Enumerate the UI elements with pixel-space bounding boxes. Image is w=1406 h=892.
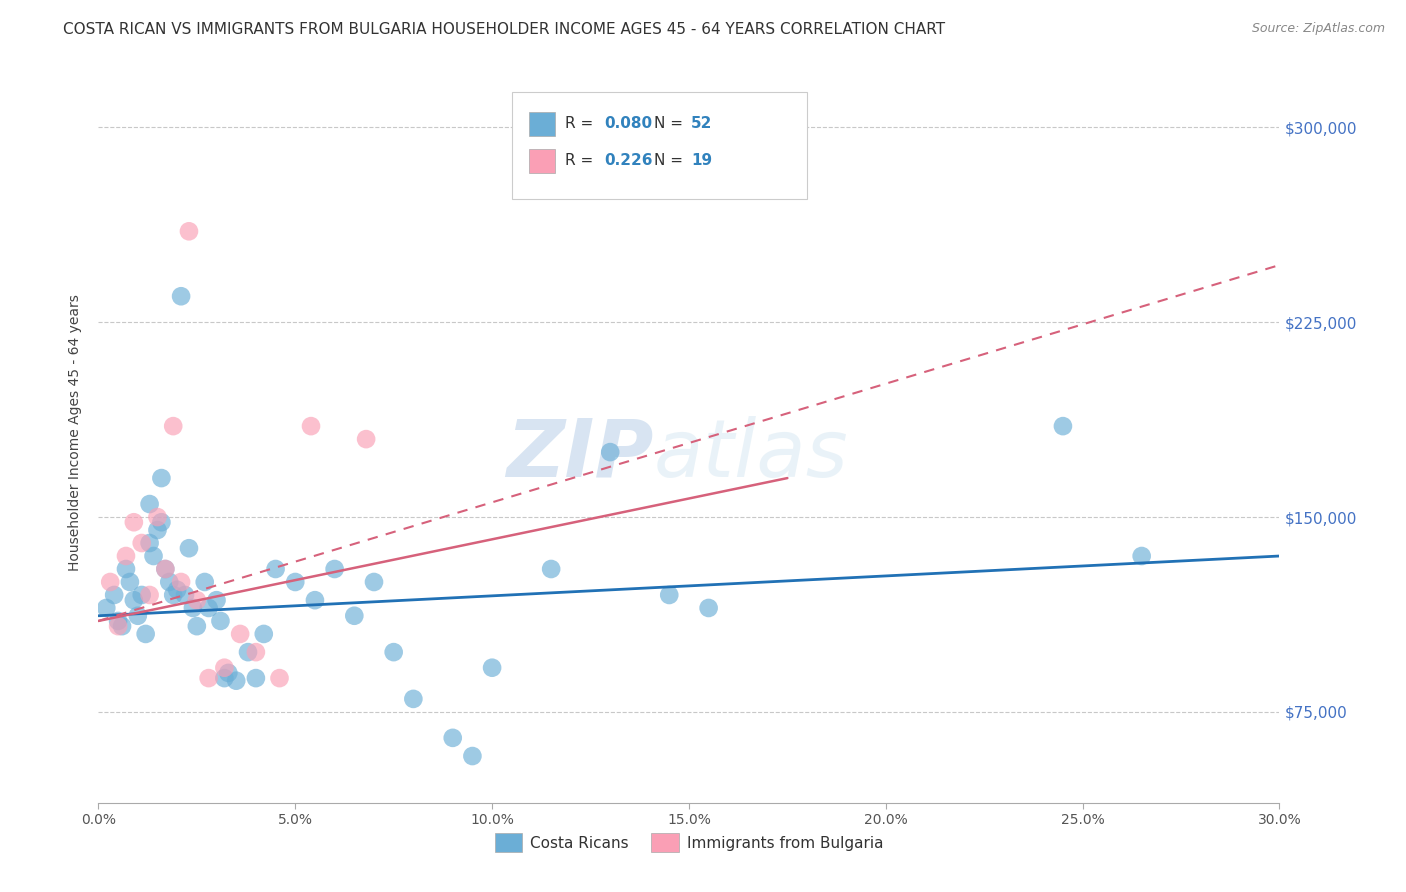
Point [107, 619, 129, 633]
Point [115, 549, 138, 563]
Point [194, 574, 217, 589]
Point [264, 562, 287, 576]
Point [343, 608, 366, 623]
Text: R =: R = [565, 153, 598, 169]
Point [205, 593, 228, 607]
Text: COSTA RICAN VS IMMIGRANTS FROM BULGARIA HOUSEHOLDER INCOME AGES 45 - 64 YEARS CO: COSTA RICAN VS IMMIGRANTS FROM BULGARIA … [63, 22, 945, 37]
Point [170, 289, 193, 303]
Point [236, 645, 259, 659]
Point [217, 665, 239, 680]
Point [363, 574, 385, 589]
Point [166, 582, 188, 597]
Point [323, 562, 346, 576]
Point [177, 541, 200, 556]
Point [540, 562, 562, 576]
Point [354, 432, 377, 446]
Point [245, 671, 267, 685]
Point [157, 574, 180, 589]
Point [214, 661, 236, 675]
Point [599, 445, 621, 459]
Text: ZIP: ZIP [506, 416, 654, 494]
Point [299, 419, 322, 434]
Point [402, 692, 425, 706]
Point [197, 671, 219, 685]
Text: 0.080: 0.080 [605, 116, 652, 131]
FancyBboxPatch shape [512, 92, 807, 200]
Text: 19: 19 [692, 153, 713, 169]
Point [146, 510, 169, 524]
Point [138, 497, 160, 511]
Point [209, 614, 232, 628]
Point [214, 671, 236, 685]
FancyBboxPatch shape [530, 149, 555, 173]
Point [115, 562, 138, 576]
Point [441, 731, 464, 745]
Point [197, 601, 219, 615]
Point [103, 588, 125, 602]
Point [138, 536, 160, 550]
Point [150, 515, 173, 529]
Point [155, 562, 177, 576]
Point [122, 593, 145, 607]
Point [697, 601, 720, 615]
Point [142, 549, 165, 563]
Text: 52: 52 [692, 116, 713, 131]
Point [1052, 419, 1074, 434]
Point [284, 574, 307, 589]
Point [225, 673, 247, 688]
Point [253, 627, 276, 641]
Point [174, 588, 197, 602]
Point [122, 515, 145, 529]
FancyBboxPatch shape [530, 112, 555, 136]
Point [658, 588, 681, 602]
Point [135, 627, 157, 641]
Text: Source: ZipAtlas.com: Source: ZipAtlas.com [1251, 22, 1385, 36]
Point [96, 601, 118, 615]
Point [382, 645, 405, 659]
Text: N =: N = [654, 116, 688, 131]
Point [107, 614, 129, 628]
Point [127, 608, 149, 623]
Point [269, 671, 291, 685]
Point [186, 593, 208, 607]
Point [162, 588, 184, 602]
Point [131, 536, 153, 550]
Point [229, 627, 252, 641]
Point [181, 601, 204, 615]
Point [98, 574, 121, 589]
Point [162, 419, 184, 434]
Legend: Costa Ricans, Immigrants from Bulgaria: Costa Ricans, Immigrants from Bulgaria [489, 827, 889, 858]
Point [155, 562, 177, 576]
Point [461, 749, 484, 764]
Point [111, 619, 134, 633]
Text: atlas: atlas [654, 416, 848, 494]
Point [150, 471, 173, 485]
Point [177, 224, 200, 238]
Point [146, 523, 169, 537]
Point [1130, 549, 1153, 563]
Text: 0.226: 0.226 [605, 153, 652, 169]
Point [131, 588, 153, 602]
Point [481, 661, 503, 675]
Text: R =: R = [565, 116, 598, 131]
Point [118, 574, 141, 589]
Point [138, 588, 160, 602]
Point [304, 593, 326, 607]
Text: N =: N = [654, 153, 688, 169]
Point [170, 574, 193, 589]
Point [245, 645, 267, 659]
Y-axis label: Householder Income Ages 45 - 64 years: Householder Income Ages 45 - 64 years [69, 294, 83, 571]
Point [186, 619, 208, 633]
